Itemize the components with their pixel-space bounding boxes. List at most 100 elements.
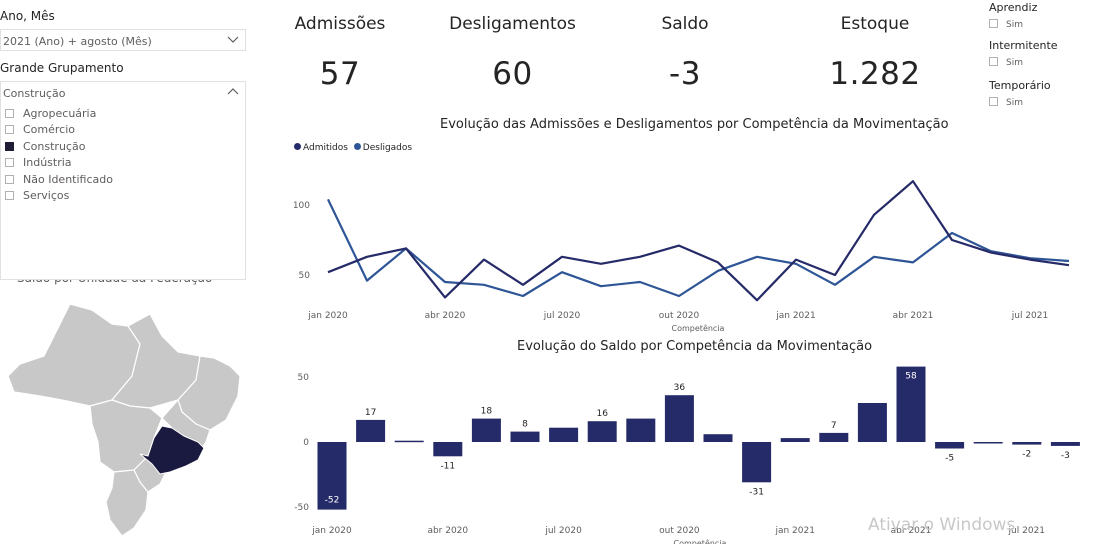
data-label: 7 <box>831 421 837 431</box>
bar[interactable] <box>1050 442 1080 446</box>
group-option-label: Comércio <box>23 123 76 137</box>
chevron-up-icon <box>227 88 239 95</box>
legend-label-admitidos: Admitidos <box>303 143 348 153</box>
bar[interactable] <box>626 418 656 442</box>
group-dropdown[interactable]: Construção <box>0 81 246 103</box>
windows-activation-watermark: Ativar o Windows <box>868 515 1016 535</box>
bar[interactable] <box>510 431 540 442</box>
legend-dot-admitidos <box>294 143 301 150</box>
bar[interactable] <box>394 440 424 443</box>
line-chart[interactable]: 50 100 jan 2020 abr 2020 jul 2020 out 2020 jan… <box>280 160 1080 336</box>
kpi-saldo-title: Saldo <box>661 14 709 34</box>
data-label: 36 <box>674 383 686 393</box>
checkbox-icon[interactable] <box>5 125 14 135</box>
checkbox-icon[interactable] <box>5 141 14 151</box>
y-tick-label: -50 <box>294 503 309 513</box>
slicer-intermitente-title: Intermitente <box>989 39 1058 52</box>
x-tick-label: jul 2021 <box>1011 311 1048 321</box>
y-tick-label: 50 <box>298 373 310 383</box>
data-label: -3 <box>1061 451 1070 461</box>
kpi-estoque-value: 1.282 <box>829 56 921 92</box>
group-option[interactable]: Construção <box>5 140 85 154</box>
chevron-down-icon <box>227 36 239 43</box>
x-tick-label: abr 2020 <box>427 526 468 536</box>
slicer-aprendiz-option[interactable]: Sim <box>989 19 1023 30</box>
bar[interactable] <box>973 442 1003 444</box>
checkbox-icon[interactable] <box>5 191 14 200</box>
kpi-admissoes-value: 57 <box>319 56 361 92</box>
x-axis-title: Competência <box>672 323 725 333</box>
legend-dot-desligados <box>353 143 361 150</box>
bar[interactable] <box>703 434 733 442</box>
data-label: 58 <box>905 372 917 382</box>
x-tick-label: out 2020 <box>659 311 700 321</box>
bar[interactable] <box>819 432 849 442</box>
bar[interactable] <box>857 403 887 442</box>
data-label: 17 <box>365 408 376 418</box>
slicer-temporario-option[interactable]: Sim <box>989 97 1023 108</box>
kpi-admissoes-title: Admissões <box>294 14 386 34</box>
data-label: 8 <box>522 420 528 430</box>
group-option-label: Indústria <box>23 156 72 170</box>
x-tick-label: jan 2020 <box>311 526 352 536</box>
x-tick-label: jul 2021 <box>1008 526 1045 536</box>
bar[interactable] <box>896 366 926 442</box>
data-label: 18 <box>481 407 493 417</box>
bar[interactable] <box>664 395 694 442</box>
checkbox-icon[interactable] <box>5 109 14 118</box>
slicer-aprendiz-title: Aprendiz <box>989 1 1038 14</box>
group-dropdown-value: Construção <box>3 87 66 100</box>
x-tick-label: abr 2021 <box>891 526 932 536</box>
x-tick-label: abr 2021 <box>893 311 934 321</box>
data-label: -31 <box>749 487 764 497</box>
x-tick-label: jan 2020 <box>307 311 348 321</box>
group-option[interactable]: Serviços <box>5 189 69 203</box>
series-line-desligados[interactable] <box>327 198 1070 298</box>
bar[interactable] <box>356 419 386 442</box>
x-tick-label: jan 2021 <box>774 526 815 536</box>
region-minas-gerais-highlight <box>139 425 205 475</box>
x-axis-title: Competência <box>674 538 727 544</box>
bar[interactable] <box>1012 442 1042 445</box>
kpi-saldo-value: -3 <box>669 56 701 92</box>
bar[interactable] <box>433 442 463 457</box>
bar[interactable] <box>317 442 347 510</box>
bar[interactable] <box>780 438 810 442</box>
group-option[interactable]: Indústria <box>5 156 72 170</box>
checkbox-icon[interactable] <box>5 158 14 168</box>
y-tick-label: 0 <box>303 438 309 448</box>
kpi-desligamentos-title: Desligamentos <box>449 14 576 34</box>
bar[interactable] <box>471 418 501 442</box>
x-tick-label: jan 2021 <box>775 311 816 321</box>
group-filter-label: Grande Grupamento <box>0 61 124 75</box>
period-dropdown[interactable]: 2021 (Ano) + agosto (Mês) <box>0 29 246 51</box>
group-option[interactable]: Não Identificado <box>5 173 113 187</box>
period-dropdown-value: 2021 (Ano) + agosto (Mês) <box>3 35 152 48</box>
data-label: 16 <box>596 409 608 419</box>
line-chart-title: Evolução das Admissões e Desligamentos p… <box>440 117 949 132</box>
slicer-temporario-title: Temporário <box>989 79 1051 92</box>
slicer-intermitente-option[interactable]: Sim <box>989 57 1023 68</box>
group-options-list[interactable]: Agropecuária Comércio Construção Indústria N… <box>0 102 246 280</box>
data-label: -52 <box>325 496 340 506</box>
series-line-admitidos[interactable] <box>327 180 1070 302</box>
group-option-label: Agropecuária <box>23 107 97 120</box>
data-label: -11 <box>440 461 455 471</box>
bar-chart-title: Evolução do Saldo por Competência da Mov… <box>517 339 873 354</box>
bar[interactable] <box>935 442 965 449</box>
kpi-desligamentos-value: 60 <box>492 56 533 92</box>
group-option-label: Não Identificado <box>23 172 113 186</box>
period-filter-label: Ano, Mês <box>0 9 55 23</box>
data-label: -5 <box>945 454 954 464</box>
bar[interactable] <box>742 442 772 483</box>
group-option[interactable]: Comércio <box>5 123 75 137</box>
bar[interactable] <box>549 427 579 442</box>
kpi-estoque-title: Estoque <box>840 14 910 34</box>
checkbox-icon[interactable] <box>5 174 14 184</box>
brazil-map[interactable] <box>0 296 250 544</box>
group-option[interactable]: Agropecuária <box>5 107 96 121</box>
bar[interactable] <box>587 421 617 442</box>
bar-chart[interactable]: -50 0 50 -52 17 -11 18 8 16 36 -31 7 58 -5 -2 -3 jan 202… <box>280 360 1080 544</box>
x-tick-label: out 2020 <box>659 526 700 536</box>
group-option-label: Construção <box>23 139 86 153</box>
